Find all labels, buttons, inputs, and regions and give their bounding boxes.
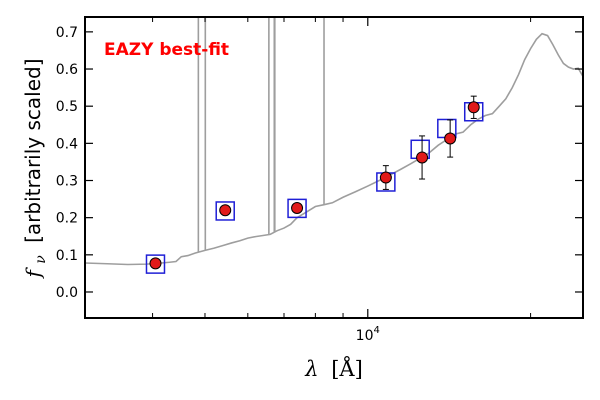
ticks-layer: 0.0 0.1 0.2 0.3 0.4 0.5 0.6 0.7 104 bbox=[56, 17, 583, 344]
x-tick-label-exponent: 4 bbox=[374, 325, 380, 336]
x-tick-label-base: 10 bbox=[356, 328, 374, 344]
model-box-0 bbox=[145, 254, 166, 274]
model-box-2 bbox=[287, 198, 307, 219]
model-box-1 bbox=[215, 201, 235, 221]
y-tick-label-7: 0.7 bbox=[56, 25, 78, 41]
plot-layer bbox=[84, 17, 584, 274]
y-tick-label-6: 0.6 bbox=[56, 62, 78, 78]
y-tick-label-3: 0.3 bbox=[56, 174, 78, 190]
y-tick-label-0: 0.0 bbox=[56, 285, 78, 301]
data-point-6 bbox=[467, 101, 480, 114]
sed-curve bbox=[84, 32, 584, 266]
x-tick-label-0: 104 bbox=[356, 325, 380, 344]
y-axis-subscript: ν bbox=[33, 255, 49, 264]
data-point-0 bbox=[149, 257, 162, 270]
x-axis-unit: [Å] bbox=[331, 356, 363, 381]
y-tick-label-5: 0.5 bbox=[56, 99, 78, 115]
y-axis-text: [arbitrarily scaled] bbox=[21, 58, 45, 242]
data-point-3 bbox=[379, 171, 392, 184]
y-tick-label-4: 0.4 bbox=[56, 136, 78, 152]
data-point-1 bbox=[219, 204, 232, 217]
svg-text:f ν [arbitrarily s: f ν [arbitrarily scaled] bbox=[21, 58, 50, 279]
annotation: EAZY best-fit bbox=[104, 40, 229, 60]
y-tick-label-1: 0.1 bbox=[56, 248, 78, 264]
x-axis-symbol: λ bbox=[304, 357, 318, 381]
plot-frame bbox=[84, 16, 584, 319]
y-tick-label-2: 0.2 bbox=[56, 211, 78, 227]
y-axis-symbol: f bbox=[21, 267, 45, 280]
x-axis-label: λ [Å] bbox=[304, 356, 363, 381]
data-point-2 bbox=[291, 202, 304, 215]
data-point-4 bbox=[416, 151, 429, 164]
data-point-5 bbox=[444, 132, 457, 145]
y-axis-label: f ν [arbitrarily scaled] bbox=[21, 58, 50, 279]
